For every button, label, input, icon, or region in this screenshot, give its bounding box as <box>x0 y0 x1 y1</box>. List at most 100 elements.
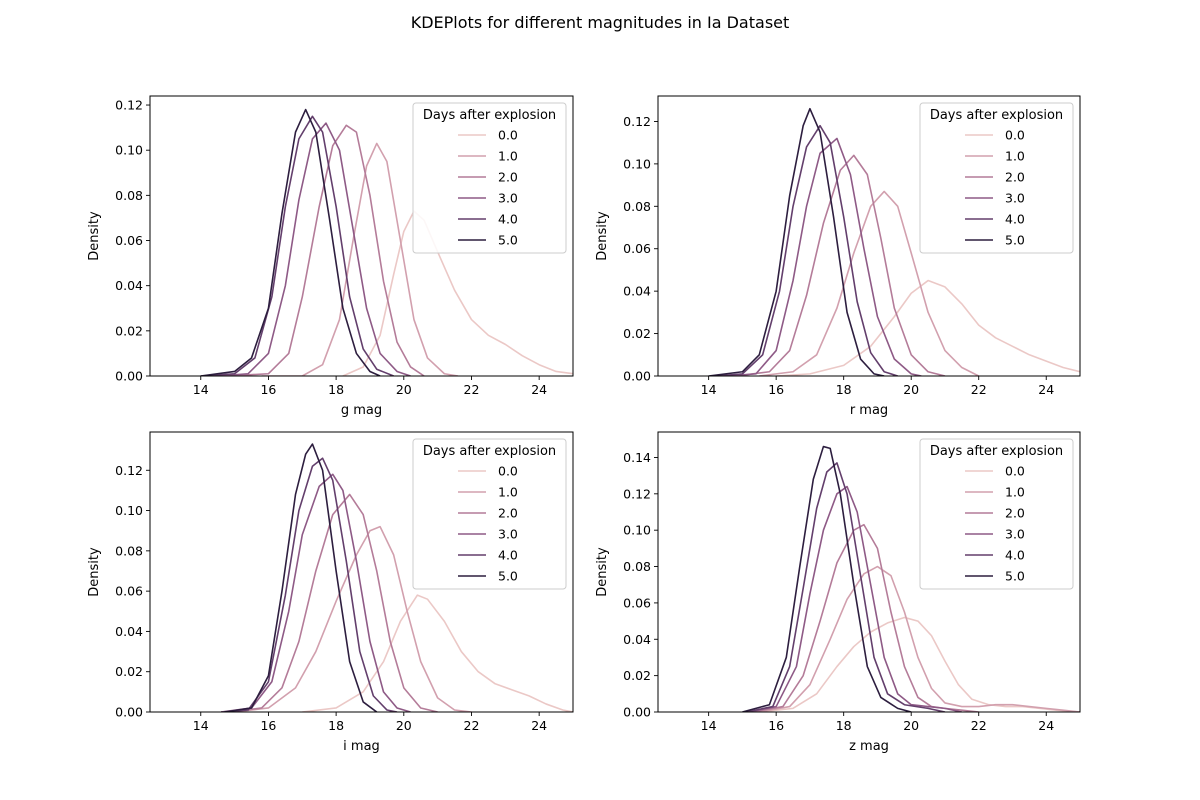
y-tick-label: 0.02 <box>115 323 143 338</box>
legend-box <box>919 438 1074 590</box>
x-tick-label: 22 <box>464 382 480 397</box>
x-tick-label: 22 <box>464 718 480 733</box>
legend-title: Days after explosion <box>423 444 556 459</box>
kde-line-5.0 <box>200 108 381 376</box>
subplot-2: 14 16 18 20 22 24 0.00 0.02 0.04 0.06 0.08 0.10 0.12… <box>595 95 1081 418</box>
y-tick-label: 0.02 <box>623 668 651 683</box>
legend-label-1.0: 1.0 <box>498 485 518 500</box>
x-tick-label: 16 <box>260 718 276 733</box>
legend: Days after explosion 0.0 1.0 2.0 3.0 4.0 5.0 <box>412 438 567 590</box>
legend: Days after explosion 0.0 1.0 2.0 3.0 4.0 5.0 <box>412 102 567 254</box>
legend-label-3.0: 3.0 <box>1005 191 1025 206</box>
y-tick-label: 0.06 <box>623 595 651 610</box>
kde-line-5.0 <box>708 107 885 376</box>
y-tick-label: 0.12 <box>623 114 651 129</box>
y-tick-label: 0.06 <box>115 584 143 599</box>
legend-label-5.0: 5.0 <box>498 569 518 584</box>
x-tick-label: 18 <box>836 718 852 733</box>
kde-line-1.0 <box>759 190 980 376</box>
x-tick-label: 24 <box>531 382 547 397</box>
y-tick-label: 0.00 <box>623 705 651 720</box>
kde-line-4.0 <box>715 124 898 376</box>
y-tick-label: 0.06 <box>115 233 143 248</box>
kde-line-0.0 <box>776 279 1080 376</box>
series-group <box>742 445 1080 712</box>
x-axis-label: i mag <box>343 739 380 754</box>
x-tick-label: 18 <box>328 718 344 733</box>
legend-label-0.0: 0.0 <box>498 128 518 143</box>
legend-label-2.0: 2.0 <box>498 170 518 185</box>
axes-frame <box>657 95 1081 377</box>
legend: Days after explosion 0.0 1.0 2.0 3.0 4.0 5.0 <box>919 438 1074 590</box>
y-tick-label: 0.10 <box>623 523 651 538</box>
kde-line-1.0 <box>234 525 472 712</box>
subplot-3: 14 16 18 20 22 24 0.00 0.02 0.04 0.06 0.08 0.10 0.12… <box>87 431 574 754</box>
x-tick-label: 20 <box>396 382 412 397</box>
y-tick-label: 0.04 <box>115 278 143 293</box>
kde-line-4.0 <box>221 457 398 712</box>
legend-label-2.0: 2.0 <box>498 506 518 521</box>
x-tick-label: 14 <box>701 382 717 397</box>
legend-label-1.0: 1.0 <box>1005 485 1025 500</box>
legend-label-0.0: 0.0 <box>498 464 518 479</box>
legend-label-0.0: 0.0 <box>1005 128 1025 143</box>
legend-title: Days after explosion <box>930 444 1063 459</box>
legend-label-4.0: 4.0 <box>1005 212 1025 227</box>
x-tick-label: 16 <box>768 382 784 397</box>
y-tick-label: 0.10 <box>115 503 143 518</box>
kde-line-3.0 <box>220 473 411 712</box>
x-tick-label: 20 <box>396 718 412 733</box>
y-tick-label: 0.02 <box>623 326 651 341</box>
y-tick-label: 0.04 <box>115 624 143 639</box>
x-tick-label: 14 <box>701 718 717 733</box>
kde-line-3.0 <box>725 137 922 376</box>
x-tick-label: 16 <box>768 718 784 733</box>
y-tick-label: 0.04 <box>623 632 651 647</box>
kde-line-5.0 <box>742 445 912 712</box>
kde-line-2.0 <box>227 493 438 712</box>
y-tick-label: 0.00 <box>115 369 143 384</box>
legend-label-2.0: 2.0 <box>1005 170 1025 185</box>
y-tick-label: 0.08 <box>115 543 143 558</box>
y-tick-label: 0.10 <box>623 156 651 171</box>
x-tick-label: 22 <box>971 718 987 733</box>
y-tick-label: 0.00 <box>115 705 143 720</box>
y-tick-label: 0.14 <box>623 450 651 465</box>
x-tick-label: 20 <box>903 718 919 733</box>
x-tick-label: 22 <box>971 382 987 397</box>
legend-label-3.0: 3.0 <box>498 191 518 206</box>
kde-line-0.0 <box>342 210 573 376</box>
kde-line-2.0 <box>227 124 425 376</box>
y-tick-label: 0.02 <box>115 664 143 679</box>
series-group <box>708 107 1080 376</box>
subplot-grid: 14 16 18 20 22 24 0.00 0.02 0.04 0.06 0.08 0.10 0.12… <box>87 95 1081 754</box>
x-axis-label: z mag <box>849 739 889 754</box>
legend-label-5.0: 5.0 <box>1005 569 1025 584</box>
x-tick-label: 14 <box>193 718 209 733</box>
legend-label-5.0: 5.0 <box>498 233 518 248</box>
x-tick-label: 18 <box>328 382 344 397</box>
subplot-1: 14 16 18 20 22 24 0.00 0.02 0.04 0.06 0.08 0.10 0.12… <box>87 95 574 418</box>
legend-label-5.0: 5.0 <box>1005 233 1025 248</box>
x-tick-label: 18 <box>836 382 852 397</box>
y-axis-label: Density <box>595 211 610 261</box>
axes-frame <box>149 95 574 377</box>
subplot-4: 14 16 18 20 22 24 0.00 0.02 0.04 0.06 0.08 0.10 0.12… <box>595 431 1081 754</box>
x-tick-label: 24 <box>1038 382 1054 397</box>
kde-line-2.0 <box>735 154 946 376</box>
kde-line-4.0 <box>200 115 394 376</box>
kde-line-1.0 <box>261 142 459 376</box>
figure-title: KDEPlots for different magnitudes in Ia … <box>411 13 790 32</box>
legend-title: Days after explosion <box>423 108 556 123</box>
y-tick-label: 0.12 <box>115 463 143 478</box>
kde-line-5.0 <box>224 443 378 712</box>
legend-label-3.0: 3.0 <box>498 527 518 542</box>
x-axis-label: g mag <box>341 403 382 418</box>
legend-label-0.0: 0.0 <box>1005 464 1025 479</box>
legend-label-3.0: 3.0 <box>1005 527 1025 542</box>
x-axis-label: r mag <box>850 403 888 418</box>
kde-line-0.0 <box>302 594 573 712</box>
legend: Days after explosion 0.0 1.0 2.0 3.0 4.0 5.0 <box>919 102 1074 254</box>
legend-title: Days after explosion <box>930 108 1063 123</box>
